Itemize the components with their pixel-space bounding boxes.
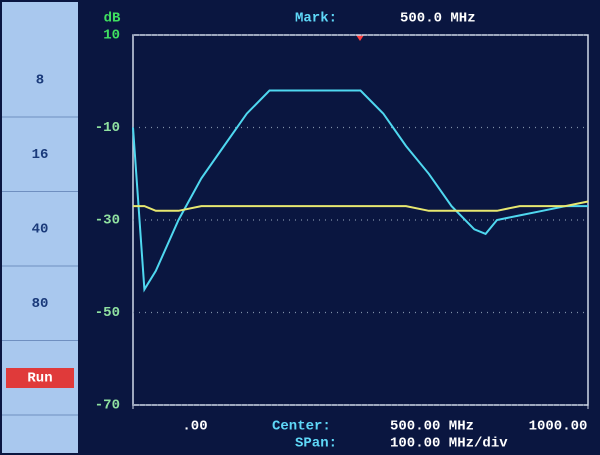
x-tick-label: 1000.00 xyxy=(529,419,588,435)
span-value: 100.00 MHz/div xyxy=(390,436,508,452)
span-label: SPan: xyxy=(295,436,337,452)
run-label[interactable]: Run xyxy=(27,371,52,387)
sidebar-button-label[interactable]: 80 xyxy=(32,296,49,312)
x-tick-label: .00 xyxy=(182,419,207,435)
y-tick-label: 10 xyxy=(103,28,120,44)
marker-label: Mark: xyxy=(295,11,337,27)
y-tick-label: -50 xyxy=(95,305,120,321)
sidebar: 8 16 40 80 Run xyxy=(2,2,78,453)
run-button xyxy=(6,368,74,388)
marker-value: 500.0 MHz xyxy=(400,11,476,27)
center-value: 500.00 MHz xyxy=(390,419,474,435)
y-tick-label: -70 xyxy=(95,398,120,414)
y-tick-label: -30 xyxy=(95,213,120,229)
y-axis-label: dB xyxy=(104,11,121,27)
trace xyxy=(132,89,588,293)
sidebar-button-label[interactable]: 40 xyxy=(32,222,49,238)
sidebar-button-label[interactable]: 16 xyxy=(32,147,49,163)
trace xyxy=(133,200,589,212)
y-tick-label: -10 xyxy=(95,120,120,136)
center-label: Center: xyxy=(272,419,331,435)
marker-indicator xyxy=(356,35,364,41)
sidebar-button-label[interactable]: 8 xyxy=(36,73,44,89)
